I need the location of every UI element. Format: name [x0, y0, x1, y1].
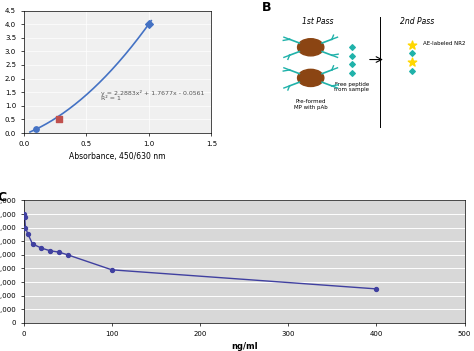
Point [21, 214, 28, 220]
Text: Free peptide
from sample: Free peptide from sample [335, 81, 369, 92]
Point [145, 21, 153, 27]
Point [55, 249, 63, 255]
X-axis label: ng/ml: ng/ml [231, 342, 257, 351]
Text: C: C [0, 191, 6, 204]
Point [20, 211, 27, 217]
Point [348, 70, 356, 76]
Point [348, 45, 356, 50]
Circle shape [298, 39, 324, 56]
Text: AE-labeled NR2: AE-labeled NR2 [423, 41, 466, 46]
Point [348, 62, 356, 67]
Text: 1st Pass: 1st Pass [302, 16, 334, 26]
Point [22, 225, 29, 231]
Point [55, 117, 63, 122]
Point [408, 51, 416, 56]
Point [408, 42, 416, 48]
Point [108, 267, 116, 273]
Point [37, 245, 45, 251]
Point [29, 241, 36, 247]
Point [348, 53, 356, 59]
Point [408, 68, 416, 73]
Circle shape [298, 69, 324, 86]
Point [46, 248, 54, 253]
Text: 2nd Pass: 2nd Pass [401, 16, 435, 26]
Point [24, 232, 32, 237]
Text: Pre-formed
MP with pAb: Pre-formed MP with pAb [294, 99, 328, 110]
Point [64, 252, 72, 258]
X-axis label: Absorbance, 450/630 nm: Absorbance, 450/630 nm [69, 152, 166, 161]
Text: y = 2.2883x² + 1.7677x - 0.0561
R² = 1: y = 2.2883x² + 1.7677x - 0.0561 R² = 1 [101, 90, 205, 101]
Point [32, 126, 40, 132]
Point [408, 59, 416, 65]
Point [373, 286, 380, 292]
Text: B: B [262, 1, 272, 14]
